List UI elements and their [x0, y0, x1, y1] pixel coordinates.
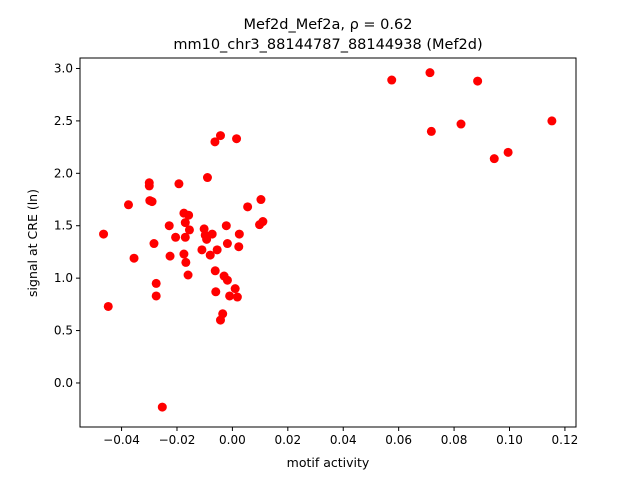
- x-tick-label: −0.02: [159, 433, 196, 447]
- data-point: [212, 245, 222, 255]
- x-tick-label: 0.12: [552, 433, 579, 447]
- data-point: [234, 242, 244, 252]
- data-point: [123, 200, 133, 210]
- data-point: [230, 284, 240, 294]
- data-point: [221, 221, 231, 231]
- data-point: [425, 68, 435, 78]
- data-point: [456, 119, 466, 129]
- data-point: [197, 245, 207, 255]
- x-tick-label: 0.02: [274, 433, 301, 447]
- data-point: [256, 195, 266, 205]
- data-point: [489, 154, 499, 164]
- data-point: [207, 229, 217, 239]
- data-point: [225, 291, 235, 301]
- x-tick-label: −0.04: [103, 433, 140, 447]
- data-point: [181, 257, 191, 267]
- y-tick-label: 3.0: [54, 61, 73, 75]
- data-point: [211, 287, 221, 297]
- data-point: [180, 218, 190, 228]
- data-point: [503, 147, 513, 157]
- x-tick-label: 0.04: [330, 433, 357, 447]
- data-point: [387, 75, 397, 85]
- data-point: [473, 76, 483, 86]
- x-axis-label: motif activity: [287, 455, 370, 470]
- data-point: [157, 402, 167, 412]
- data-point: [183, 270, 193, 280]
- x-tick-label: 0.06: [385, 433, 412, 447]
- data-point: [210, 137, 220, 147]
- data-point: [210, 266, 220, 276]
- data-point: [184, 225, 194, 235]
- y-tick-label: 1.5: [54, 219, 73, 233]
- data-point: [232, 134, 242, 144]
- data-point: [174, 179, 184, 189]
- data-point: [222, 239, 232, 249]
- data-point: [205, 250, 215, 260]
- x-tick-label: 0.00: [219, 433, 246, 447]
- y-axis-ticks: 0.0 0.5 1.0 1.5 2.0 2.5 3.0: [54, 61, 80, 390]
- data-point: [222, 275, 232, 285]
- x-axis-ticks: −0.04 −0.02 0.00 0.02 0.04 0.06 0.08 0.10 0.12: [103, 427, 578, 447]
- data-point: [171, 232, 181, 242]
- data-point: [243, 202, 253, 212]
- y-tick-label: 2.5: [54, 114, 73, 128]
- chart-title-line2: mm10_chr3_88144787_88144938 (Mef2d): [173, 37, 482, 53]
- data-point: [258, 217, 268, 227]
- data-points: [99, 68, 557, 412]
- data-point: [151, 291, 161, 301]
- data-point: [99, 229, 109, 239]
- data-point: [547, 116, 557, 126]
- data-point: [164, 221, 174, 231]
- data-point: [149, 239, 159, 249]
- chart-title-line1: Mef2d_Mef2a, ρ = 0.62: [244, 17, 413, 33]
- data-point: [151, 278, 161, 288]
- data-point: [129, 253, 139, 263]
- y-tick-label: 1.0: [54, 271, 73, 285]
- data-point: [232, 292, 242, 302]
- y-tick-label: 0.5: [54, 324, 73, 338]
- y-tick-label: 2.0: [54, 166, 73, 180]
- x-tick-label: 0.10: [496, 433, 523, 447]
- data-point: [215, 131, 225, 141]
- data-point: [218, 309, 228, 319]
- data-point: [180, 232, 190, 242]
- y-axis-label: signal at CRE (ln): [25, 189, 40, 297]
- data-point: [202, 173, 212, 183]
- data-point: [426, 126, 436, 136]
- data-point: [179, 249, 189, 259]
- data-point: [147, 197, 157, 207]
- data-point: [165, 251, 175, 261]
- data-point: [103, 301, 113, 311]
- y-tick-label: 0.0: [54, 376, 73, 390]
- data-point: [144, 181, 154, 191]
- x-tick-label: 0.08: [441, 433, 468, 447]
- data-point: [184, 210, 194, 220]
- data-point: [234, 229, 244, 239]
- plot-area-frame: [79, 57, 577, 428]
